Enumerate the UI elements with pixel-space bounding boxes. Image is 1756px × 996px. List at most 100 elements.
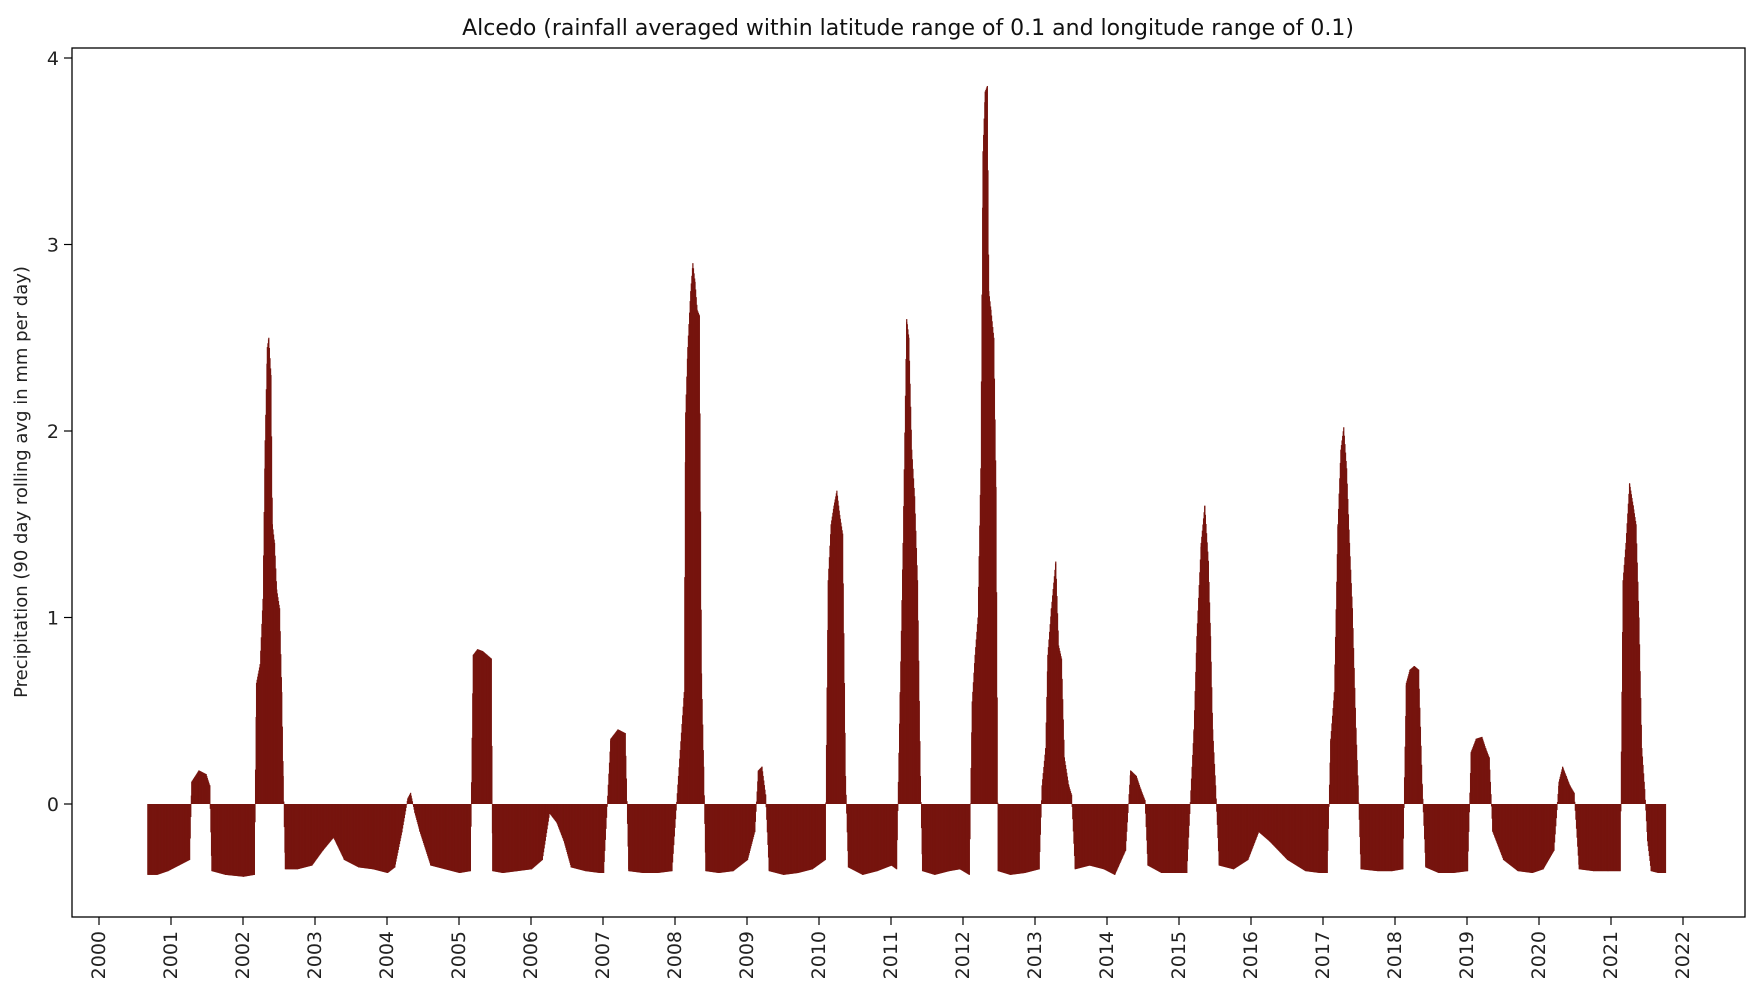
x-tick-label-10: 2010 bbox=[808, 931, 830, 979]
bar-997 bbox=[709, 804, 712, 872]
chart-title: Alcedo (rainfall averaged within latitud… bbox=[462, 16, 1354, 41]
y-tick-label-0: 0 bbox=[47, 794, 59, 816]
x-tick-label-8: 2008 bbox=[664, 931, 686, 979]
x-tick-label-22: 2022 bbox=[1672, 931, 1694, 979]
bar-1819 bbox=[1176, 804, 1178, 873]
bar-2141 bbox=[1357, 785, 1359, 804]
bar-2543 bbox=[1583, 804, 1585, 870]
bar-1236 bbox=[846, 804, 848, 814]
bar-1367 bbox=[920, 802, 922, 804]
bars-layer bbox=[147, 85, 1667, 877]
bar-188 bbox=[253, 804, 255, 875]
bar-2352 bbox=[1476, 738, 1479, 804]
bar-1135 bbox=[787, 804, 789, 875]
bar-986 bbox=[703, 795, 705, 804]
bar-2376 bbox=[1489, 781, 1491, 804]
bar-2337 bbox=[1468, 804, 1470, 813]
bar-2513 bbox=[1566, 779, 1569, 804]
bar-1731 bbox=[1126, 804, 1128, 823]
bar-1365 bbox=[919, 741, 921, 804]
bar-1368 bbox=[920, 804, 923, 829]
bar-2142 bbox=[1358, 802, 1360, 804]
bar-2427 bbox=[1518, 804, 1520, 872]
bar-2201 bbox=[1392, 804, 1394, 871]
bar-2377 bbox=[1490, 794, 1492, 804]
bar-1502 bbox=[997, 802, 999, 804]
bar-1633 bbox=[1071, 794, 1073, 804]
y-tick-label-4: 4 bbox=[47, 48, 59, 70]
bar-2220 bbox=[1403, 804, 1405, 808]
bar-1577 bbox=[1040, 804, 1042, 818]
bar-1324 bbox=[896, 804, 898, 841]
x-tick-label-16: 2016 bbox=[1240, 931, 1262, 979]
bar-1233 bbox=[844, 732, 846, 804]
bar-2608 bbox=[1620, 751, 1623, 804]
bar-1095 bbox=[765, 794, 767, 804]
bar-2107 bbox=[1338, 493, 1340, 804]
bar-2073 bbox=[1320, 804, 1322, 873]
bar-813 bbox=[606, 804, 608, 807]
bar-1692 bbox=[1104, 804, 1106, 870]
bar-2607 bbox=[1620, 804, 1622, 812]
bar-2087 bbox=[1328, 804, 1330, 807]
bar-1568 bbox=[1035, 804, 1037, 871]
bar-1384 bbox=[930, 804, 932, 874]
bar-85 bbox=[195, 774, 198, 804]
bar-1501 bbox=[996, 697, 998, 804]
bar-468 bbox=[411, 801, 414, 804]
bar-609 bbox=[491, 745, 493, 804]
bar-1451 bbox=[968, 804, 970, 875]
bar-2 bbox=[148, 804, 150, 875]
bar-2687 bbox=[1664, 804, 1667, 873]
bar-1235 bbox=[845, 794, 847, 804]
bar-2317 bbox=[1457, 804, 1459, 873]
x-tick-label-15: 2015 bbox=[1168, 931, 1190, 979]
x-axis: 2000 2001 2002 2003 2004 2005 2006 2007 2008 2009… bbox=[88, 917, 1694, 979]
y-axis: 0 1 2 3 4 bbox=[47, 48, 72, 816]
bar-2234 bbox=[1410, 668, 1412, 804]
bar-75 bbox=[190, 804, 192, 818]
bar-687 bbox=[535, 804, 537, 866]
bar-1241 bbox=[848, 804, 851, 869]
bar-2613 bbox=[1623, 564, 1625, 804]
bar-985 bbox=[703, 766, 705, 804]
bar-783 bbox=[589, 804, 591, 872]
bar-92 bbox=[199, 771, 201, 804]
bar-1325 bbox=[897, 804, 899, 812]
bar-1505 bbox=[998, 804, 1000, 872]
bar-922 bbox=[668, 804, 670, 872]
y-tick-label-2: 2 bbox=[47, 421, 59, 443]
x-tick-label-2: 2002 bbox=[232, 931, 254, 979]
bar-1405 bbox=[942, 804, 944, 873]
bar-2651 bbox=[1644, 799, 1646, 804]
bar-177 bbox=[247, 804, 249, 876]
bar-1648 bbox=[1079, 804, 1081, 869]
bar-2257 bbox=[1422, 804, 1425, 813]
x-tick-label-13: 2013 bbox=[1024, 931, 1046, 979]
bar-1179 bbox=[812, 804, 815, 869]
x-tick-label-1: 2001 bbox=[160, 931, 182, 979]
bar-867 bbox=[636, 804, 638, 873]
bar-1841 bbox=[1189, 804, 1191, 814]
y-axis-label: Precipitation (90 day rolling avg in mm … bbox=[11, 266, 32, 698]
x-tick-label-0: 2000 bbox=[88, 931, 110, 979]
bar-815 bbox=[607, 784, 609, 804]
x-tick-label-9: 2009 bbox=[736, 931, 758, 979]
bar-1366 bbox=[919, 776, 921, 804]
bar-571 bbox=[470, 804, 472, 827]
bar-242 bbox=[282, 776, 284, 804]
bar-74 bbox=[189, 804, 191, 839]
bar-1234 bbox=[844, 776, 847, 804]
bar-2670 bbox=[1655, 804, 1657, 873]
bar-2219 bbox=[1402, 804, 1404, 839]
x-tick-label-4: 2004 bbox=[376, 931, 398, 979]
bar-467 bbox=[411, 798, 413, 804]
bar-2303 bbox=[1449, 804, 1451, 873]
bar-2493 bbox=[1556, 804, 1558, 811]
bar-2492 bbox=[1555, 804, 1557, 819]
bar-2362 bbox=[1482, 740, 1484, 804]
bar-2527 bbox=[1574, 801, 1576, 804]
bar-146 bbox=[229, 804, 231, 876]
x-tick-label-5: 2005 bbox=[448, 931, 470, 979]
